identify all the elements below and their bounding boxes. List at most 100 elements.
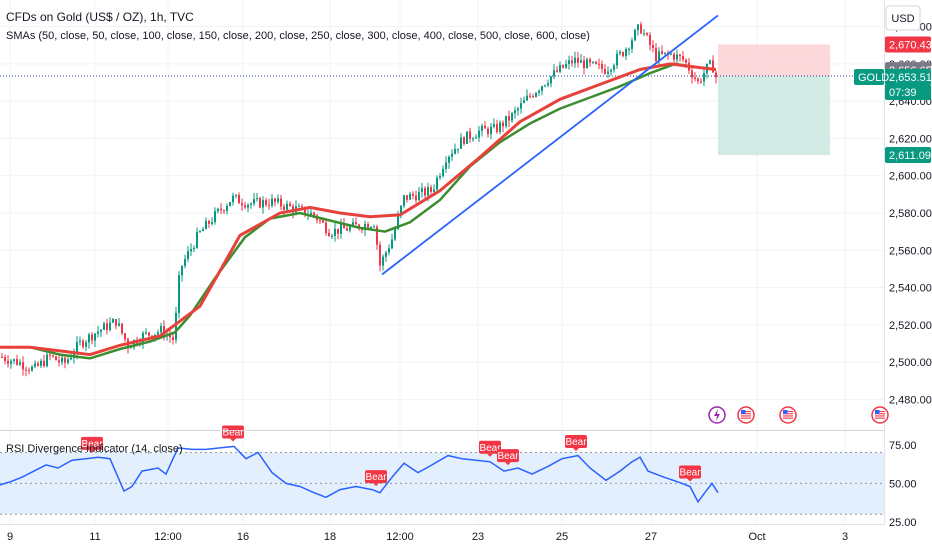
time-tick-label: 27	[645, 531, 657, 543]
lightning-event-icon[interactable]	[708, 406, 726, 424]
time-tick-label: 3	[842, 531, 848, 543]
candle-body	[613, 65, 615, 70]
candle-body	[355, 222, 357, 225]
candle-body	[439, 176, 441, 178]
candle-body	[337, 228, 339, 234]
candle-body	[481, 125, 483, 131]
candle-body	[76, 342, 78, 354]
candle-body	[13, 359, 15, 361]
bear-divergence-label[interactable]: Bear	[365, 470, 387, 487]
candle-body	[289, 203, 291, 207]
trendline-segment[interactable]	[381, 14, 719, 276]
long-position-tool[interactable]	[0, 44, 884, 156]
candle-body	[571, 60, 573, 64]
candle-body	[661, 51, 663, 54]
candle-body	[670, 53, 672, 55]
candle-body	[49, 354, 51, 356]
candle-body	[493, 124, 495, 127]
candle-body	[196, 231, 198, 248]
bear-divergence-label[interactable]: Bear	[497, 449, 519, 466]
last-price-label-text: 2,653.51	[889, 72, 932, 84]
time-axis[interactable]: 9 11 12:00 16 18 12:00 23 25 27 Oct 3	[7, 531, 848, 543]
candle-body	[100, 329, 102, 332]
candle-body	[91, 334, 93, 341]
candle-body	[448, 156, 450, 163]
time-tick-label: 23	[472, 531, 484, 543]
bear-divergence-label[interactable]: Bear	[222, 425, 244, 442]
time-tick-label: 11	[89, 531, 100, 543]
candle-body	[385, 252, 387, 257]
bear-divergence-label[interactable]: Bear	[479, 440, 501, 457]
candle-body	[325, 222, 327, 234]
sma-line-red[interactable]	[0, 62, 717, 357]
candle-body	[523, 100, 525, 104]
sma-line-green[interactable]	[0, 62, 717, 360]
candle-body	[31, 366, 33, 371]
trendline[interactable]	[381, 14, 719, 276]
candle-body	[622, 52, 624, 57]
candle-body	[157, 332, 159, 335]
candle-body	[25, 369, 27, 371]
candle-body	[604, 68, 606, 74]
bear-divergence-label[interactable]: Bear	[679, 465, 701, 482]
rsi-tick-label: 75.00	[889, 440, 917, 452]
candle-body	[673, 53, 675, 60]
us-flag-icon[interactable]	[779, 406, 797, 424]
candle-body	[487, 128, 489, 135]
rsi-axis[interactable]: 25.00 50.00 75.00	[889, 440, 917, 529]
candle-body	[592, 61, 594, 63]
candle-body	[115, 319, 117, 326]
time-tick-label: 12:00	[154, 531, 182, 543]
candle-body	[400, 205, 402, 216]
candle-body	[556, 70, 558, 72]
candle-body	[409, 193, 411, 200]
candle-body	[208, 220, 210, 224]
bear-divergence-label[interactable]: Bear	[565, 435, 587, 451]
candle-body	[703, 73, 705, 82]
candle-body	[391, 239, 393, 249]
candle-body	[700, 81, 702, 83]
candle-body	[547, 83, 549, 86]
candle-body	[442, 168, 444, 177]
candle-body	[529, 95, 531, 97]
candle-body	[319, 220, 321, 222]
candle-body	[277, 198, 279, 202]
target-price-label: 2,611.09	[885, 147, 931, 164]
candle-body	[466, 131, 468, 144]
candle-body	[178, 275, 180, 313]
us-flag-icon[interactable]	[737, 406, 755, 424]
candle-body	[271, 198, 273, 206]
candle-body	[250, 203, 252, 205]
currency-button[interactable]	[885, 5, 921, 31]
candle-body	[637, 24, 639, 31]
candle-body	[514, 110, 516, 114]
candle-body	[310, 212, 312, 215]
bear-label-text: Bear	[497, 451, 519, 462]
us-flag-icon[interactable]	[871, 406, 889, 424]
rsi-tick-label: 25.00	[889, 517, 917, 529]
candle-body	[331, 235, 333, 237]
candle-body	[406, 195, 408, 200]
candle-body	[451, 153, 453, 157]
candle-body	[601, 64, 603, 69]
candle-body	[259, 198, 261, 208]
bear-divergence-label[interactable]: Bear	[81, 436, 103, 453]
stop-price-label-text: 2,670.43	[889, 39, 932, 51]
candle-body	[709, 60, 711, 64]
candle-body	[28, 370, 30, 372]
stop-loss-zone[interactable]	[718, 44, 830, 77]
candle-body	[169, 334, 171, 338]
candle-body	[532, 95, 534, 97]
rsi-line[interactable]	[0, 445, 719, 504]
candle-body	[535, 92, 537, 97]
candle-body	[643, 33, 645, 35]
candle-body	[502, 122, 504, 127]
candle-body	[577, 57, 579, 63]
candle-body	[436, 177, 438, 190]
take-profit-zone[interactable]	[718, 76, 830, 156]
candle-body	[4, 357, 6, 361]
stop-price-label: 2,670.43	[885, 36, 932, 53]
